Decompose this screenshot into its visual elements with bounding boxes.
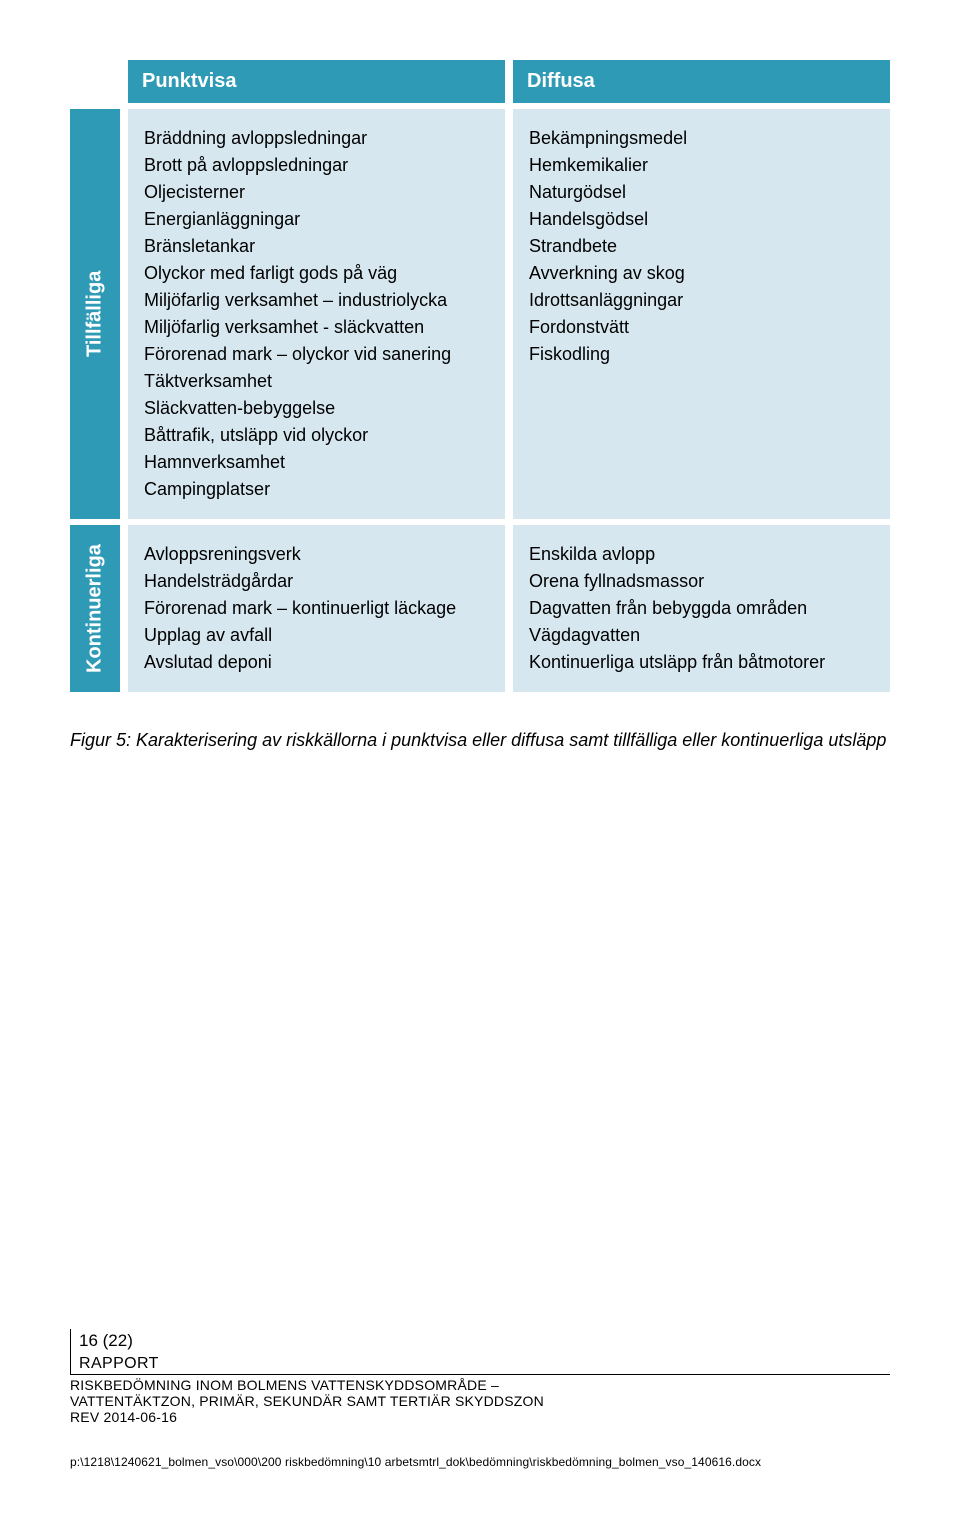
cell-tillfalliga-punktvisa: Bräddning avloppsledningarBrott på avlop… (128, 109, 505, 519)
list-item: Kontinuerliga utsläpp från båtmotorer (529, 649, 874, 676)
list-item: Bräddning avloppsledningar (144, 125, 489, 152)
list-item: Handelsgödsel (529, 206, 874, 233)
list-item: Orena fyllnadsmassor (529, 568, 874, 595)
list-item: Olyckor med farligt gods på väg (144, 260, 489, 287)
footer-rev: REV 2014-06-16 (70, 1409, 890, 1425)
footer-rapport-label: RAPPORT (79, 1355, 890, 1373)
list-item: Campingplatser (144, 476, 489, 503)
list-item: Enskilda avlopp (529, 541, 874, 568)
list-item: Båttrafik, utsläpp vid olyckor (144, 422, 489, 449)
cell-kontinuerliga-diffusa: Enskilda avloppOrena fyllnadsmassorDagva… (513, 525, 890, 692)
col-header-diffusa: Diffusa (513, 60, 890, 103)
footer-title-line1: RISKBEDÖMNING INOM BOLMENS VATTENSKYDDSO… (70, 1377, 890, 1393)
list-item: Fordonstvätt (529, 314, 874, 341)
list-item: Dagvatten från bebyggda områden (529, 595, 874, 622)
row-header-tillfalliga: Tillfälliga (70, 109, 120, 519)
list-item: Släckvatten-bebyggelse (144, 395, 489, 422)
list-item: Miljöfarlig verksamhet – industriolycka (144, 287, 489, 314)
list-item: Handelsträdgårdar (144, 568, 489, 595)
risk-matrix: Punktvisa Diffusa Tillfälliga Bräddning … (70, 60, 890, 692)
list-item: Strandbete (529, 233, 874, 260)
list-item: Avloppsreningsverk (144, 541, 489, 568)
list-item: Avverkning av skog (529, 260, 874, 287)
list-item: Förorenad mark – kontinuerligt läckage (144, 595, 489, 622)
list-item: Fiskodling (529, 341, 874, 368)
list-item: Avslutad deponi (144, 649, 489, 676)
cell-kontinuerliga-punktvisa: AvloppsreningsverkHandelsträdgårdarFöror… (128, 525, 505, 692)
list-item: Hamnverksamhet (144, 449, 489, 476)
list-item: Brott på avloppsledningar (144, 152, 489, 179)
list-item: Miljöfarlig verksamhet - släckvatten (144, 314, 489, 341)
list-item: Energianläggningar (144, 206, 489, 233)
list-item: Naturgödsel (529, 179, 874, 206)
page-footer: 16 (22) RAPPORT RISKBEDÖMNING INOM BOLME… (70, 1329, 890, 1469)
list-item: Förorenad mark – olyckor vid sanering (144, 341, 489, 368)
figure-caption: Figur 5: Karakterisering av riskkällorna… (70, 728, 890, 752)
list-item: Idrottsanläggningar (529, 287, 874, 314)
row-header-kontinuerliga: Kontinuerliga (70, 525, 120, 692)
list-item: Vägdagvatten (529, 622, 874, 649)
list-item: Bekämpningsmedel (529, 125, 874, 152)
list-item: Oljecisterner (144, 179, 489, 206)
footer-title-line2: VATTENTÄKTZON, PRIMÄR, SEKUNDÄR SAMT TER… (70, 1393, 890, 1409)
corner-empty (70, 60, 120, 103)
list-item: Upplag av avfall (144, 622, 489, 649)
col-header-punktvisa: Punktvisa (128, 60, 505, 103)
list-item: Hemkemikalier (529, 152, 874, 179)
cell-tillfalliga-diffusa: BekämpningsmedelHemkemikalierNaturgödsel… (513, 109, 890, 519)
footer-page-number: 16 (22) (79, 1331, 890, 1351)
footer-filepath: p:\1218\1240621_bolmen_vso\000\200 riskb… (70, 1455, 890, 1469)
list-item: Bränsletankar (144, 233, 489, 260)
list-item: Täktverksamhet (144, 368, 489, 395)
